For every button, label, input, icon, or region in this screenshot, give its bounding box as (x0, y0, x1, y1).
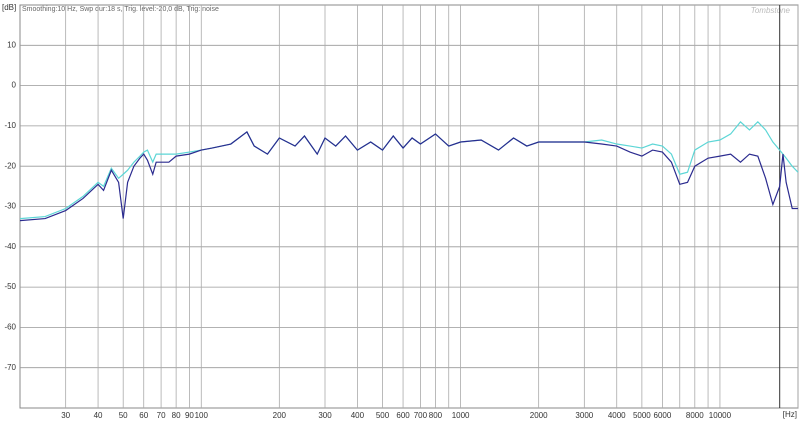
x-tick-label: 300 (318, 411, 332, 420)
x-tick-label: 600 (396, 411, 410, 420)
x-tick-label: 6000 (654, 411, 672, 420)
x-tick-label: 30 (61, 411, 70, 420)
x-tick-label: 60 (139, 411, 148, 420)
y-tick-label: -40 (4, 242, 16, 251)
x-tick-label: 3000 (575, 411, 593, 420)
x-tick-label: 100 (195, 411, 209, 420)
x-tick-label: 90 (185, 411, 194, 420)
x-tick-label: 50 (119, 411, 128, 420)
x-tick-label: 70 (157, 411, 166, 420)
y-tick-label: 0 (12, 81, 17, 90)
y-tick-label: -10 (4, 121, 16, 130)
y-tick-label: -20 (4, 161, 16, 170)
y-tick-label: -70 (4, 363, 16, 372)
x-tick-label: 10000 (709, 411, 732, 420)
x-tick-label: 4000 (608, 411, 626, 420)
x-axis-label: [Hz] (783, 410, 797, 419)
x-tick-label: 800 (429, 411, 443, 420)
y-tick-label: -60 (4, 323, 16, 332)
series-line (19, 131, 798, 222)
watermark: Tombstone (751, 6, 791, 15)
x-tick-label: 2000 (530, 411, 548, 420)
x-tick-label: 500 (376, 411, 390, 420)
x-tick-label: 200 (273, 411, 287, 420)
y-tick-label: 10 (7, 40, 16, 49)
x-tick-label: 700 (414, 411, 428, 420)
y-axis-label: [dB] (2, 3, 16, 12)
chart-title: Smoothing:10 Hz, Swp dur:18 s, Trig. lev… (22, 6, 219, 13)
x-tick-label: 40 (94, 411, 103, 420)
x-tick-label: 400 (351, 411, 365, 420)
y-tick-label: -50 (4, 282, 16, 291)
x-tick-label: 1000 (452, 411, 470, 420)
x-tick-label: 8000 (686, 411, 704, 420)
y-tick-label: -30 (4, 202, 16, 211)
x-tick-label: 5000 (633, 411, 651, 420)
x-tick-label: 80 (172, 411, 181, 420)
